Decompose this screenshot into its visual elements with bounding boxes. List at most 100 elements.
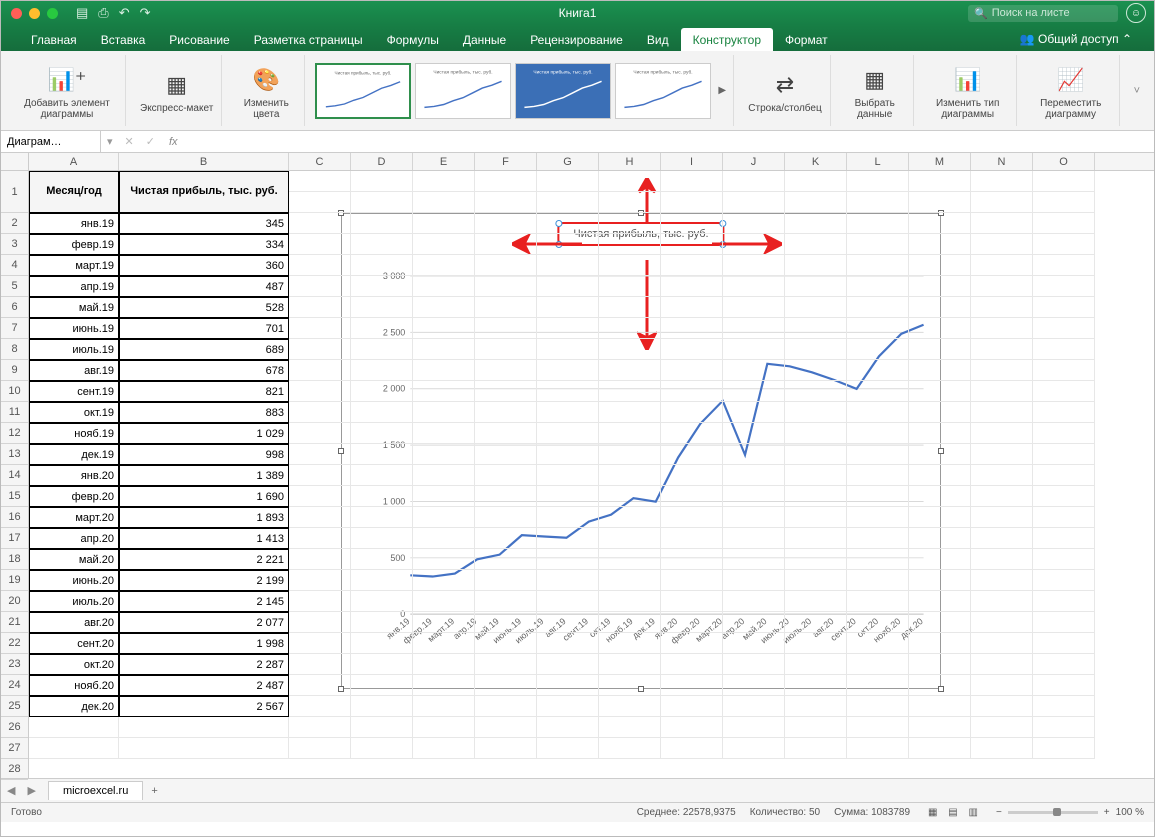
row-header[interactable]: 23: [1, 654, 28, 675]
table-cell-value[interactable]: 1 413: [119, 528, 289, 549]
table-cell-value[interactable]: 883: [119, 402, 289, 423]
close-icon[interactable]: [11, 8, 22, 19]
row-header[interactable]: 7: [1, 318, 28, 339]
row-header[interactable]: 25: [1, 696, 28, 717]
sheet-nav-next-icon[interactable]: ▶: [21, 784, 41, 797]
table-cell-value[interactable]: 360: [119, 255, 289, 276]
print-icon[interactable]: ⎙: [98, 5, 108, 21]
table-cell-month[interactable]: янв.19: [29, 213, 119, 234]
row-header[interactable]: 11: [1, 402, 28, 423]
move-chart-button[interactable]: 📈 Переместить диаграмму: [1023, 55, 1120, 126]
sheet-nav-prev-icon[interactable]: ◀: [1, 784, 21, 797]
tab-данные[interactable]: Данные: [451, 28, 518, 51]
table-cell-value[interactable]: 2 287: [119, 654, 289, 675]
table-cell-month[interactable]: окт.19: [29, 402, 119, 423]
column-header[interactable]: J: [723, 153, 785, 170]
column-header[interactable]: I: [661, 153, 723, 170]
column-header[interactable]: H: [599, 153, 661, 170]
tab-рисование[interactable]: Рисование: [157, 28, 241, 51]
table-cell-value[interactable]: 2 077: [119, 612, 289, 633]
formula-input[interactable]: [186, 134, 1154, 149]
table-cell-value[interactable]: 998: [119, 444, 289, 465]
column-header[interactable]: D: [351, 153, 413, 170]
table-cell-month[interactable]: июнь.20: [29, 570, 119, 591]
tab-конструктор[interactable]: Конструктор: [681, 28, 773, 51]
table-cell-value[interactable]: 1 998: [119, 633, 289, 654]
row-header[interactable]: 18: [1, 549, 28, 570]
table-header-profit[interactable]: Чистая прибыль, тыс. руб.: [119, 171, 289, 213]
table-cell-value[interactable]: 1 690: [119, 486, 289, 507]
name-box[interactable]: Диаграм…: [1, 131, 101, 152]
select-all-corner[interactable]: [1, 153, 29, 170]
row-header[interactable]: 2: [1, 213, 28, 234]
row-header[interactable]: 12: [1, 423, 28, 444]
table-header-month[interactable]: Месяц/год: [29, 171, 119, 213]
table-cell-value[interactable]: 689: [119, 339, 289, 360]
row-header[interactable]: 22: [1, 633, 28, 654]
change-colors-button[interactable]: 🎨 Изменить цвета: [228, 55, 305, 126]
table-cell-month[interactable]: янв.20: [29, 465, 119, 486]
row-header[interactable]: 24: [1, 675, 28, 696]
view-normal-icon[interactable]: ▦: [924, 807, 941, 818]
column-header[interactable]: K: [785, 153, 847, 170]
column-header[interactable]: G: [537, 153, 599, 170]
add-sheet-icon[interactable]: +: [143, 785, 165, 797]
chart-style-thumb[interactable]: Чистая прибыль, тыс. руб.: [415, 63, 511, 119]
table-cell-value[interactable]: 1 029: [119, 423, 289, 444]
table-cell-month[interactable]: февр.20: [29, 486, 119, 507]
user-icon[interactable]: ☺: [1126, 3, 1146, 23]
search-box[interactable]: 🔍: [968, 5, 1118, 22]
table-cell-month[interactable]: март.20: [29, 507, 119, 528]
zoom-control[interactable]: − + 100 %: [996, 807, 1144, 818]
select-data-button[interactable]: ▦ Выбрать данные: [837, 55, 914, 126]
express-layout-button[interactable]: ▦ Экспресс-макет: [132, 55, 222, 126]
name-box-dropdown-icon[interactable]: ▾: [101, 135, 119, 148]
column-header[interactable]: M: [909, 153, 971, 170]
table-cell-value[interactable]: 345: [119, 213, 289, 234]
table-cell-month[interactable]: март.19: [29, 255, 119, 276]
table-cell-value[interactable]: 2 567: [119, 696, 289, 717]
table-cell-value[interactable]: 1 893: [119, 507, 289, 528]
confirm-icon[interactable]: ✓: [140, 135, 161, 148]
cells-area[interactable]: Чистая прибыль, тыс. руб. 05001 0001 500…: [29, 171, 1154, 778]
row-header[interactable]: 17: [1, 528, 28, 549]
row-header[interactable]: 5: [1, 276, 28, 297]
tab-главная[interactable]: Главная: [19, 28, 89, 51]
table-cell-value[interactable]: 678: [119, 360, 289, 381]
ribbon-collapse-icon[interactable]: ˅: [1134, 85, 1146, 97]
tab-формулы[interactable]: Формулы: [375, 28, 451, 51]
table-cell-month[interactable]: февр.19: [29, 234, 119, 255]
share-button[interactable]: 👥 Общий доступ ⌃: [1012, 27, 1140, 51]
view-page-break-icon[interactable]: ▥: [965, 807, 982, 818]
row-header[interactable]: 19: [1, 570, 28, 591]
undo-icon[interactable]: ↶: [119, 5, 130, 21]
tab-вид[interactable]: Вид: [635, 28, 681, 51]
zoom-in-icon[interactable]: +: [1104, 807, 1110, 818]
tab-вставка[interactable]: Вставка: [89, 28, 158, 51]
add-chart-element-button[interactable]: 📊⁺ Добавить элемент диаграммы: [9, 55, 126, 126]
row-header[interactable]: 8: [1, 339, 28, 360]
row-header[interactable]: 14: [1, 465, 28, 486]
table-cell-month[interactable]: авг.19: [29, 360, 119, 381]
table-cell-value[interactable]: 334: [119, 234, 289, 255]
table-cell-value[interactable]: 1 389: [119, 465, 289, 486]
change-chart-type-button[interactable]: 📊 Изменить тип диаграммы: [920, 55, 1017, 126]
column-header[interactable]: B: [119, 153, 289, 170]
table-cell-month[interactable]: апр.19: [29, 276, 119, 297]
table-cell-value[interactable]: 2 487: [119, 675, 289, 696]
table-cell-month[interactable]: дек.19: [29, 444, 119, 465]
row-header[interactable]: 6: [1, 297, 28, 318]
table-cell-month[interactable]: окт.20: [29, 654, 119, 675]
row-header[interactable]: 3: [1, 234, 28, 255]
sheet-tab[interactable]: microexcel.ru: [48, 781, 143, 800]
chart-style-thumb[interactable]: Чистая прибыль, тыс. руб.: [315, 63, 411, 119]
tab-рецензирование[interactable]: Рецензирование: [518, 28, 635, 51]
row-header[interactable]: 27: [1, 738, 28, 759]
column-header[interactable]: O: [1033, 153, 1095, 170]
search-input[interactable]: [992, 7, 1112, 19]
chart-style-thumb[interactable]: Чистая прибыль, тыс. руб.: [615, 63, 711, 119]
column-header[interactable]: E: [413, 153, 475, 170]
redo-icon[interactable]: ↷: [140, 5, 151, 21]
row-header[interactable]: 1: [1, 171, 28, 213]
row-header[interactable]: 15: [1, 486, 28, 507]
